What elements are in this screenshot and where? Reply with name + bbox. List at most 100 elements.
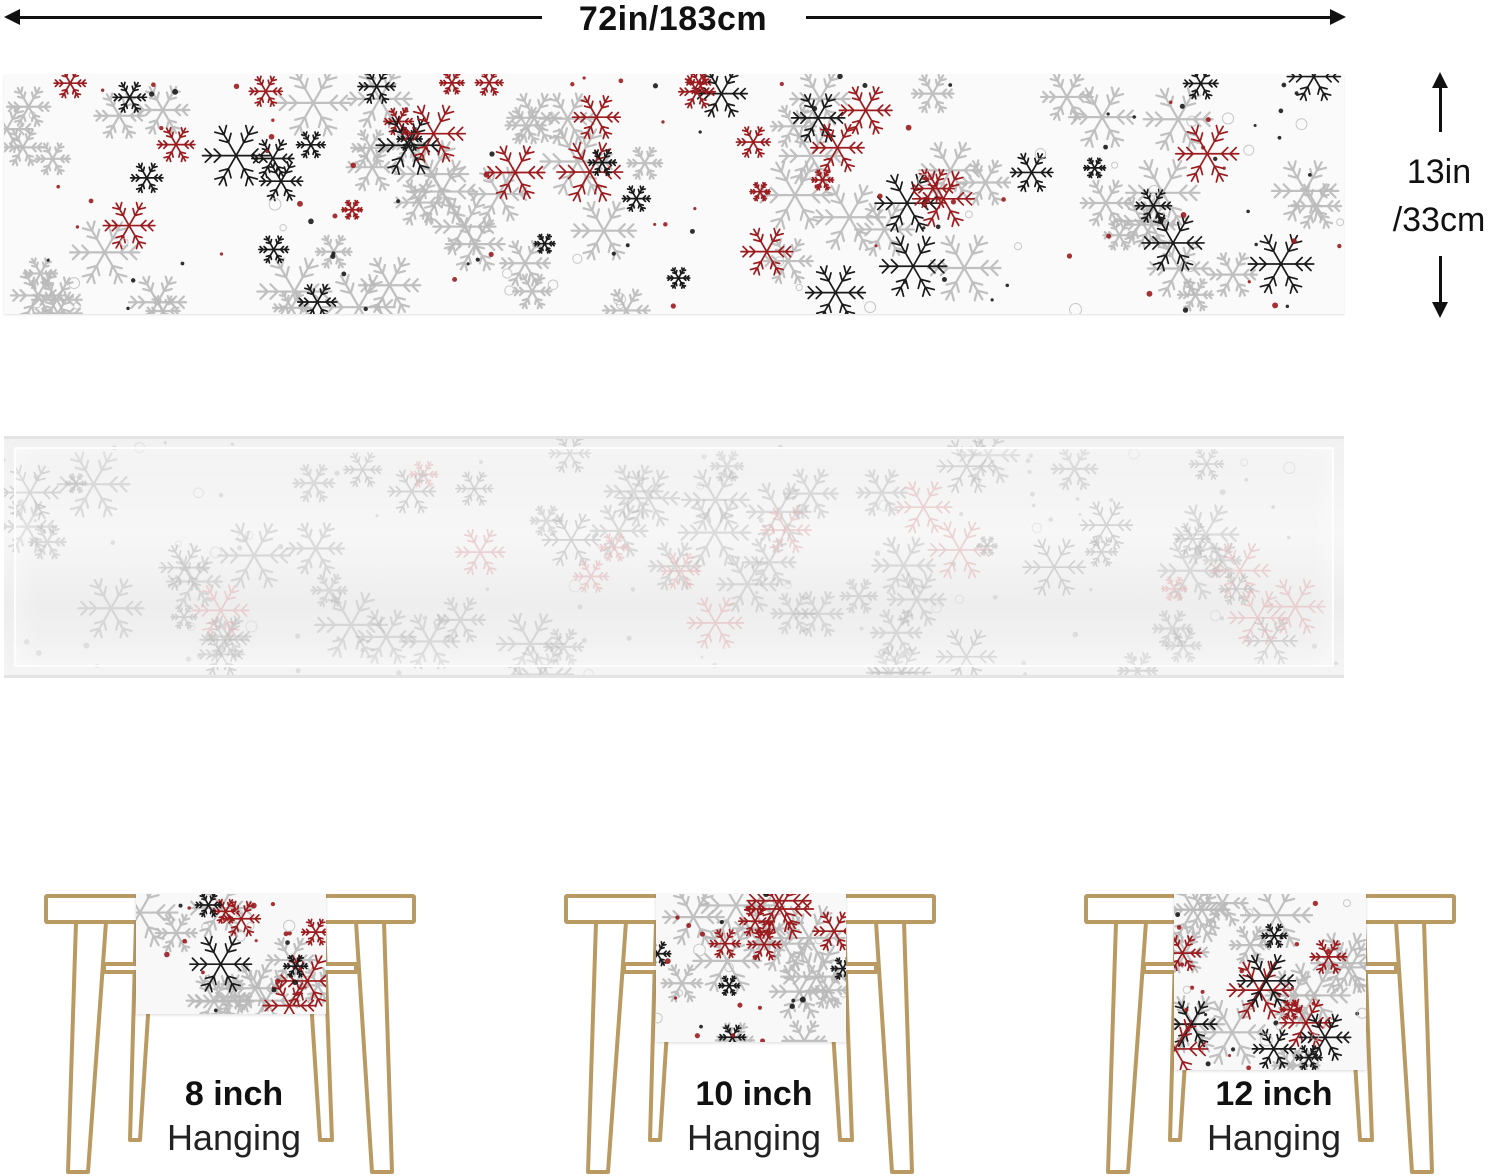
snow-ring xyxy=(234,909,244,918)
height-label-cm: /33cm xyxy=(1392,201,1486,239)
snow-dot xyxy=(341,271,347,277)
snow-dot xyxy=(582,76,586,80)
snow-ring xyxy=(839,988,846,998)
snowflake-icon xyxy=(660,963,704,1003)
snow-dot xyxy=(577,604,583,610)
hanging-label: Hanging xyxy=(1206,1117,1342,1158)
hanging-runner-10 xyxy=(656,894,846,1042)
snowflake-icon xyxy=(248,75,284,108)
snowflake-icon xyxy=(830,957,846,980)
snowflake-icon xyxy=(935,629,998,675)
snow-dot xyxy=(271,118,275,122)
snowflake-icon xyxy=(1174,522,1211,556)
snow-dot xyxy=(905,124,912,131)
snowflake-icon xyxy=(189,935,253,993)
snow-dot xyxy=(479,459,484,465)
snowflake-icon xyxy=(292,463,336,503)
snow-dot xyxy=(1246,209,1250,214)
snowflake-icon xyxy=(1050,447,1099,491)
snow-dot xyxy=(1189,985,1195,990)
snowflake-icon xyxy=(1116,652,1159,675)
snow-ring xyxy=(1336,218,1344,227)
snow-dot xyxy=(1308,172,1312,177)
snowflake-icon xyxy=(708,928,742,959)
snow-dot xyxy=(332,213,338,219)
snow-ring xyxy=(675,989,684,997)
snow-dot xyxy=(730,1033,736,1038)
snowflake-icon xyxy=(548,439,592,473)
snow-dot xyxy=(287,930,292,936)
snow-dot xyxy=(950,199,957,205)
height-line-bottom xyxy=(1439,256,1442,304)
snow-ring xyxy=(279,224,287,232)
snow-dot xyxy=(1254,242,1258,247)
snow-dot xyxy=(295,668,301,674)
snow-ring xyxy=(502,268,513,279)
snow-dot xyxy=(693,207,697,211)
snow-dot xyxy=(1279,936,1283,940)
snow-ring xyxy=(615,300,625,310)
snow-ring xyxy=(1240,458,1249,467)
snow-dot xyxy=(1204,1013,1208,1017)
height-label-inch: 13in xyxy=(1406,153,1472,191)
snow-dot xyxy=(922,598,928,604)
snowflake-icon xyxy=(571,95,622,140)
snow-ring xyxy=(193,487,204,499)
snow-dot xyxy=(791,998,796,1003)
snowflake-icon xyxy=(1260,923,1289,949)
snowflake-icon xyxy=(715,556,780,613)
snow-dot xyxy=(4,458,6,462)
snowflake-icon xyxy=(1218,572,1255,606)
snow-dot xyxy=(1185,1027,1191,1032)
snow-dot xyxy=(271,987,277,993)
snowflake-icon xyxy=(1151,610,1193,648)
snow-dot xyxy=(46,258,50,262)
snow-dot xyxy=(752,955,758,960)
snow-dot xyxy=(274,978,281,984)
snow-dot xyxy=(862,82,868,89)
snowflake-icon xyxy=(686,596,745,649)
snow-dot xyxy=(297,200,303,207)
snowflake-icon xyxy=(127,275,188,314)
snow-ring xyxy=(548,113,557,122)
snow-dot xyxy=(653,222,657,226)
snow-dot xyxy=(270,902,276,907)
snow-dot xyxy=(1230,1047,1236,1052)
snow-ring xyxy=(68,277,81,290)
snowflake-icon xyxy=(1082,157,1107,179)
snow-dot xyxy=(675,915,680,920)
table-part xyxy=(66,920,108,1174)
snowflake-icon xyxy=(1286,74,1342,102)
snow-dot xyxy=(1205,117,1211,123)
snow-dot xyxy=(1146,290,1153,297)
snow-dot xyxy=(758,517,764,523)
snow-ring xyxy=(246,921,255,931)
snowflake-icon xyxy=(1251,1028,1297,1069)
snow-dot xyxy=(1205,1061,1211,1067)
snowflake-icon xyxy=(504,106,547,145)
snow-ring xyxy=(1031,522,1042,534)
snow-dot xyxy=(56,184,60,189)
snow-dot xyxy=(1291,238,1297,244)
snow-dot xyxy=(350,162,357,169)
snowflake-icon xyxy=(342,452,383,488)
snowflake-icon xyxy=(355,609,417,665)
snowflake-icon xyxy=(295,131,327,159)
snowflake-icon xyxy=(499,239,551,287)
snowflake-icon xyxy=(310,573,349,608)
snowflake-icon xyxy=(976,536,999,556)
width-label: 72in/183cm xyxy=(578,0,768,38)
snowflake-icon xyxy=(812,911,846,951)
snowflake-icon xyxy=(871,645,932,675)
snow-dot xyxy=(488,251,494,257)
snow-dot xyxy=(219,252,224,256)
snowflake-icon xyxy=(1290,182,1343,230)
snow-dot xyxy=(1294,941,1300,947)
snow-dot xyxy=(1179,962,1185,967)
snowflake-icon xyxy=(853,202,915,257)
snowflake-icon xyxy=(839,578,879,614)
snow-dot xyxy=(754,590,759,595)
runner-hem xyxy=(14,447,1334,667)
snow-ring xyxy=(1356,1007,1366,1019)
snowflake-icon xyxy=(1160,576,1188,602)
